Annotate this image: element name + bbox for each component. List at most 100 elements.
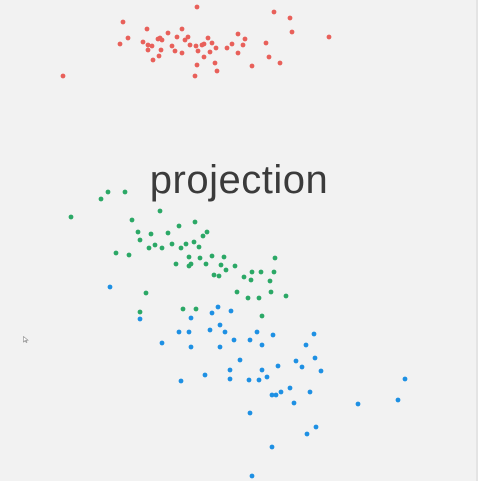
data-point[interactable] [105,189,111,195]
data-point[interactable] [209,40,215,46]
data-point[interactable] [256,377,262,383]
data-point[interactable] [312,355,318,361]
data-point[interactable] [194,62,200,68]
data-point[interactable] [205,35,211,41]
data-point[interactable] [137,237,143,243]
data-point[interactable] [234,289,240,295]
data-point[interactable] [246,377,252,383]
data-point[interactable] [174,34,180,40]
data-point[interactable] [272,255,278,261]
data-point[interactable] [256,295,262,301]
data-point[interactable] [204,229,210,235]
data-point[interactable] [229,41,235,47]
data-point[interactable] [188,344,194,350]
data-point[interactable] [193,43,199,49]
data-point[interactable] [227,367,233,373]
data-point[interactable] [235,50,241,56]
data-point[interactable] [144,26,150,32]
data-point[interactable] [221,254,227,260]
data-point[interactable] [194,4,200,10]
data-point[interactable] [273,392,279,398]
data-point[interactable] [318,368,324,374]
data-point[interactable] [172,48,178,54]
data-point[interactable] [150,57,156,63]
data-point[interactable] [313,424,319,430]
data-point[interactable] [193,306,199,312]
data-point[interactable] [242,36,248,42]
data-point[interactable] [137,316,143,322]
data-point[interactable] [203,261,209,267]
data-point[interactable] [159,340,165,346]
data-point[interactable] [68,214,74,220]
data-point[interactable] [140,39,146,45]
data-point[interactable] [120,19,126,25]
data-point[interactable] [145,42,151,48]
data-point[interactable] [186,263,192,269]
data-point[interactable] [228,308,234,314]
data-point[interactable] [235,31,241,37]
data-point[interactable] [188,315,194,321]
data-point[interactable] [149,43,155,49]
data-point[interactable] [258,269,264,275]
data-point[interactable] [159,37,165,43]
data-point[interactable] [185,34,191,40]
data-point[interactable] [146,245,152,251]
data-point[interactable] [259,367,265,373]
data-point[interactable] [209,253,215,259]
data-point[interactable] [179,26,185,32]
data-point[interactable] [192,219,198,225]
data-point[interactable] [137,309,143,315]
data-point[interactable] [293,358,299,364]
data-point[interactable] [122,189,128,195]
data-point[interactable] [395,397,401,403]
data-point[interactable] [209,310,215,316]
data-point[interactable] [207,327,213,333]
data-point[interactable] [60,73,66,79]
data-point[interactable] [157,208,163,214]
data-point[interactable] [270,332,276,338]
data-point[interactable] [259,313,265,319]
data-point[interactable] [218,262,224,268]
data-point[interactable] [117,41,123,47]
data-point[interactable] [217,322,223,328]
data-point[interactable] [186,254,192,260]
data-point[interactable] [277,60,283,66]
data-point[interactable] [211,272,217,278]
data-point[interactable] [176,329,182,335]
data-point[interactable] [215,304,221,310]
data-point[interactable] [129,217,135,223]
data-point[interactable] [287,385,293,391]
data-point[interactable] [237,357,243,363]
data-point[interactable] [240,42,246,48]
data-point[interactable] [178,245,184,251]
data-point[interactable] [311,331,317,337]
data-point[interactable] [271,269,277,275]
data-point[interactable] [201,41,207,47]
data-point[interactable] [247,337,253,343]
data-point[interactable] [245,295,251,301]
data-point[interactable] [155,36,161,42]
data-point[interactable] [98,196,104,202]
data-point[interactable] [183,241,189,247]
data-point[interactable] [148,231,154,237]
data-point[interactable] [191,239,197,245]
data-point[interactable] [355,401,361,407]
data-point[interactable] [196,244,202,250]
data-point[interactable] [249,63,255,69]
data-point[interactable] [217,344,223,350]
data-point[interactable] [249,473,255,479]
data-point[interactable] [173,261,179,267]
data-point[interactable] [269,444,275,450]
data-point[interactable] [278,389,284,395]
data-point[interactable] [156,53,162,59]
data-point[interactable] [212,60,218,66]
data-point[interactable] [232,263,238,269]
data-point[interactable] [179,50,185,56]
data-point[interactable] [176,223,182,229]
data-point[interactable] [271,9,277,15]
data-point[interactable] [291,400,297,406]
data-point[interactable] [402,376,408,382]
data-point[interactable] [165,30,171,36]
data-point[interactable] [201,54,207,60]
